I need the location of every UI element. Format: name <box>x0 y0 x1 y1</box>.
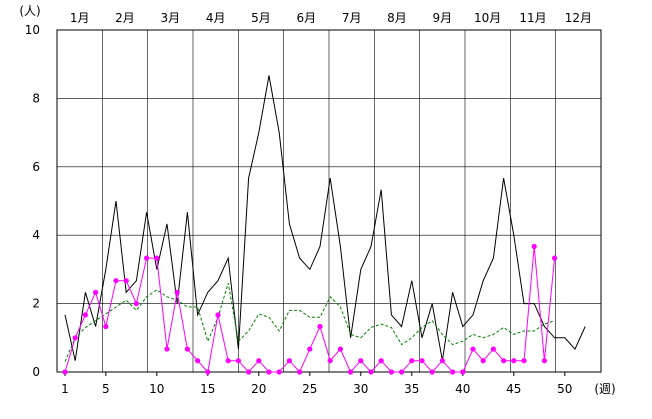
series-lines <box>62 75 586 375</box>
series-point-3 <box>184 346 190 352</box>
series-point-3 <box>195 358 201 364</box>
y-tick-label: 4 <box>32 228 40 242</box>
month-label: 10月 <box>474 11 501 25</box>
series-point-3 <box>133 301 139 307</box>
series-point-3 <box>470 346 476 352</box>
x-tick-label: 1 <box>61 382 69 396</box>
x-tick-label: 35 <box>404 382 419 396</box>
series-point-3 <box>460 369 466 375</box>
series-point-3 <box>541 358 548 364</box>
series-point-3 <box>419 358 425 364</box>
series-point-3 <box>113 278 119 284</box>
series-point-3 <box>317 323 323 330</box>
series-point-3 <box>266 369 272 375</box>
series-point-3 <box>276 369 282 375</box>
series-point-3 <box>399 369 405 375</box>
series-point-3 <box>368 369 374 375</box>
month-label: 11月 <box>519 11 546 25</box>
series-line-1 <box>64 75 586 361</box>
month-label: 5月 <box>251 11 271 25</box>
series-point-3 <box>215 312 221 318</box>
y-tick-label: 8 <box>32 91 40 105</box>
series-point-3 <box>123 278 129 284</box>
series-point-3 <box>450 369 456 375</box>
x-axis-ticks: 1 5 10 15 20 25 30 35 40 45 50 <box>61 372 572 396</box>
y-unit-label: (人) <box>19 4 40 18</box>
series-point-3 <box>235 358 241 364</box>
series-point-3 <box>205 369 211 375</box>
series-point-3 <box>297 369 303 375</box>
series-point-3 <box>144 255 150 261</box>
month-label: 6月 <box>297 11 317 25</box>
x-unit-label: (週) <box>594 382 615 396</box>
series-point-3 <box>531 243 537 250</box>
y-tick-label: 10 <box>25 23 40 37</box>
series-point-3 <box>256 358 262 364</box>
series-point-3 <box>164 346 170 352</box>
month-label: 9月 <box>433 11 453 25</box>
series-point-3 <box>246 369 252 375</box>
y-tick-label: 6 <box>32 160 40 174</box>
y-tick-label: 2 <box>32 297 40 311</box>
series-point-3 <box>501 358 507 364</box>
series-point-3 <box>154 255 160 261</box>
x-tick-label: 30 <box>353 382 368 396</box>
x-tick-label: 15 <box>200 382 215 396</box>
series-point-3 <box>480 358 486 364</box>
series-point-3 <box>490 346 496 352</box>
series-point-3 <box>93 289 99 295</box>
series-point-3 <box>439 358 445 364</box>
series-point-3 <box>552 255 558 261</box>
month-label: 1月 <box>70 11 90 25</box>
series-point-3 <box>409 358 415 364</box>
series-point-3 <box>103 323 109 330</box>
x-tick-label: 45 <box>506 382 521 396</box>
series-point-3 <box>174 289 180 295</box>
x-tick-label: 5 <box>102 382 110 396</box>
month-label: 7月 <box>342 11 362 25</box>
series-point-3 <box>337 346 343 352</box>
grid-lines <box>57 30 601 372</box>
series-point-3 <box>286 358 292 364</box>
series-point-3 <box>521 358 527 364</box>
series-point-3 <box>348 369 354 375</box>
series-point-3 <box>378 358 384 364</box>
series-point-3 <box>358 358 364 364</box>
month-label: 3月 <box>161 11 181 25</box>
y-axis-ticks: 0 2 4 6 8 10 <box>25 23 40 379</box>
month-label: 2月 <box>115 11 135 25</box>
x-tick-label: 20 <box>251 382 266 396</box>
x-tick-label: 25 <box>302 382 317 396</box>
series-point-3 <box>82 312 88 318</box>
month-label: 4月 <box>206 11 226 25</box>
month-label: 8月 <box>387 11 407 25</box>
month-labels: 1月 2月 3月 4月 5月 6月 7月 8月 9月 10月 11月 12月 <box>70 11 592 25</box>
series-point-3 <box>327 358 333 364</box>
series-point-3 <box>511 358 517 364</box>
x-tick-label: 10 <box>149 382 164 396</box>
y-tick-label: 0 <box>32 365 40 379</box>
series-line-2 <box>64 282 555 362</box>
x-tick-label: 50 <box>557 382 572 396</box>
series-point-3 <box>72 335 78 341</box>
series-point-3 <box>388 369 394 375</box>
series-point-3 <box>429 369 435 375</box>
series-point-3 <box>307 346 313 352</box>
x-tick-label: 40 <box>455 382 470 396</box>
series-point-3 <box>62 369 68 375</box>
series-point-3 <box>225 358 231 364</box>
month-label: 12月 <box>565 11 592 25</box>
